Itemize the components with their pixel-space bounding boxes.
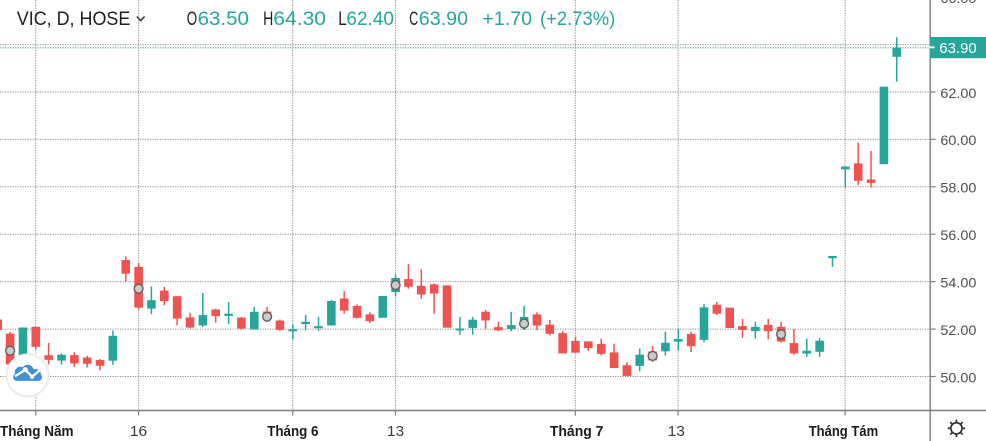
- svg-text:H: H: [263, 8, 273, 30]
- svg-text:66.00: 66.00: [940, 0, 976, 6]
- svg-text:52.00: 52.00: [940, 322, 976, 338]
- svg-text:Tháng 7: Tháng 7: [550, 423, 604, 440]
- svg-text:63.90: 63.90: [939, 40, 976, 57]
- svg-text:13: 13: [668, 424, 685, 440]
- svg-text:VIC, D, HOSE: VIC, D, HOSE: [17, 8, 131, 30]
- svg-text:62.40: 62.40: [346, 8, 394, 30]
- svg-text:L: L: [338, 8, 347, 30]
- svg-text:16: 16: [130, 424, 147, 440]
- svg-text:60.00: 60.00: [940, 132, 976, 148]
- svg-text:62.00: 62.00: [940, 85, 976, 101]
- svg-text:13: 13: [387, 424, 404, 440]
- svg-text:O: O: [187, 8, 197, 30]
- svg-text:56.00: 56.00: [940, 227, 976, 243]
- svg-text:+1.70: +1.70: [482, 8, 532, 30]
- svg-text:Tháng Năm: Tháng Năm: [0, 423, 74, 440]
- svg-text:64.30: 64.30: [273, 8, 326, 30]
- svg-text:58.00: 58.00: [940, 180, 976, 196]
- svg-text:50.00: 50.00: [940, 369, 976, 385]
- svg-text:Tháng 6: Tháng 6: [267, 423, 318, 440]
- svg-text:63.50: 63.50: [198, 8, 250, 30]
- svg-text:54.00: 54.00: [940, 274, 976, 290]
- svg-text:C: C: [409, 8, 418, 30]
- svg-text:63.90: 63.90: [419, 8, 468, 30]
- svg-text:Tháng Tám: Tháng Tám: [809, 423, 879, 440]
- svg-text:(+2.73%): (+2.73%): [540, 8, 615, 30]
